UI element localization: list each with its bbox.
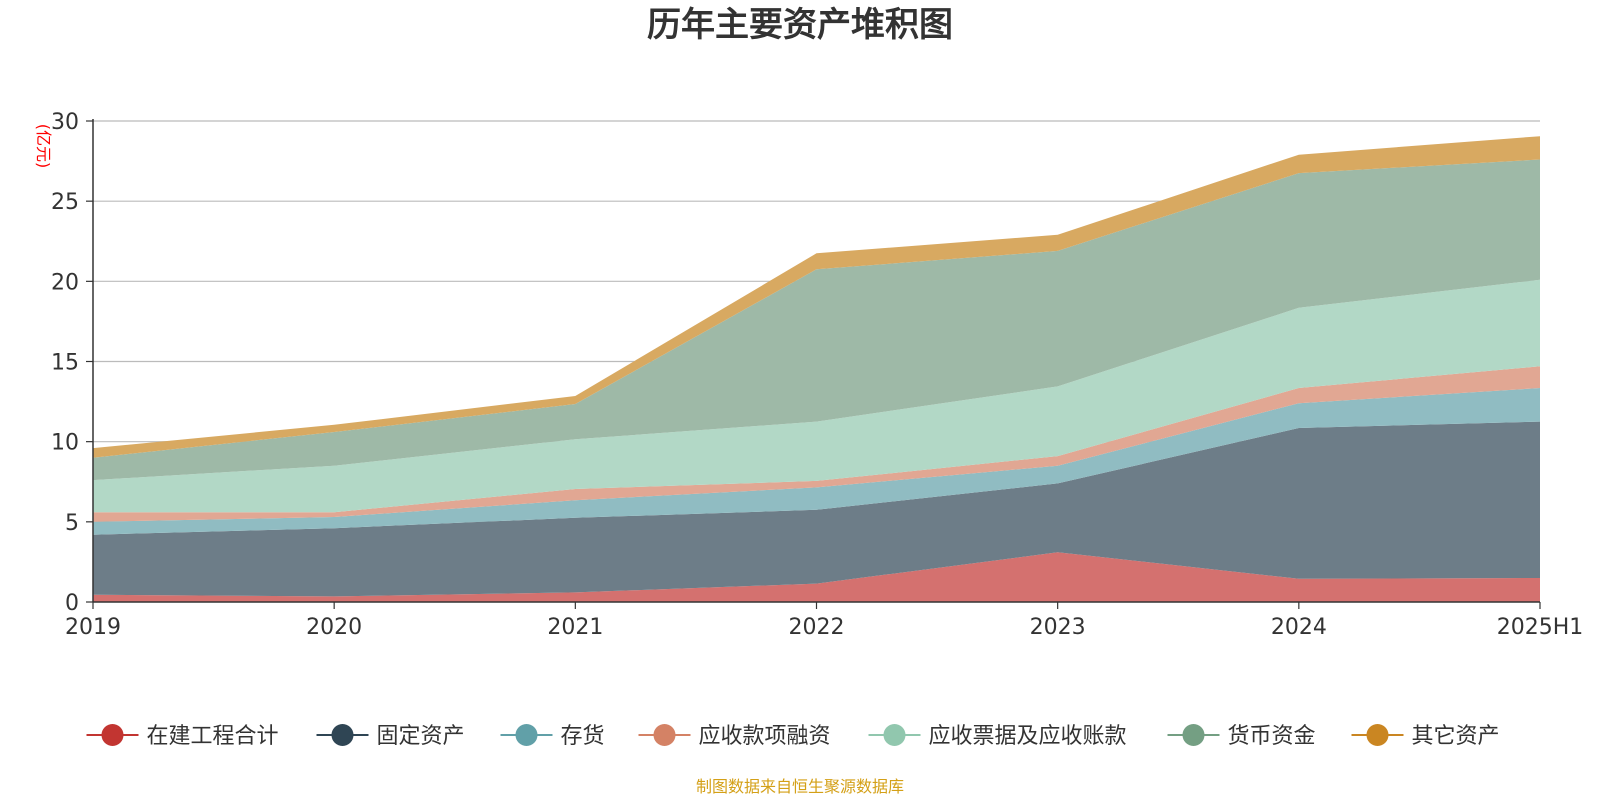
x-tick-label: 2023 [1030,615,1086,640]
y-tick-label: 15 [51,351,79,376]
data-source-note: 制图数据来自恒生聚源数据库 [696,777,904,796]
legend-label: 货币资金 [1228,724,1316,749]
area-series-4 [93,366,1540,522]
y-axis-unit-label: (亿元) [34,124,53,169]
x-tick-label: 2019 [65,615,121,640]
legend-item-6[interactable]: 货币资金 [1167,724,1316,749]
legend-item-7[interactable]: 其它资产 [1351,724,1500,749]
x-tick-label: 2020 [306,615,362,640]
y-tick-label: 25 [51,190,79,215]
legend-marker-icon [653,724,676,746]
legend-item-1[interactable]: 在建工程合计 [86,724,279,749]
y-tick-label: 0 [65,591,79,616]
legend-marker-icon [331,724,354,746]
legend-marker-icon [101,724,124,746]
area-series-2 [93,421,1540,597]
legend-item-5[interactable]: 应收票据及应收账款 [868,724,1127,749]
legend-item-3[interactable]: 存货 [500,724,605,749]
legend-marker-icon [515,724,538,746]
x-tick-label: 2022 [789,615,845,640]
legend-label: 其它资产 [1412,724,1500,749]
x-tick-label: 2025H1 [1497,615,1584,640]
axes: 0 5 10 15 20 25 30 2019 2020 2021 2022 2023 2024 2025… [51,110,1583,640]
y-tick-label: 20 [51,270,79,295]
y-tick-label: 5 [65,511,79,536]
legend-marker-icon [883,724,906,746]
legend-label: 固定资产 [377,724,465,749]
legend-label: 在建工程合计 [147,724,279,749]
area-series-1 [93,552,1540,602]
area-series-3 [93,388,1540,535]
legend-label: 存货 [561,724,605,749]
area-series-6 [93,159,1540,481]
area-series-5 [93,279,1540,513]
series-areas [93,136,1540,602]
legend-label: 应收款项融资 [699,724,831,749]
x-tick-label: 2021 [547,615,603,640]
chart-title: 历年主要资产堆积图 [647,5,953,45]
x-tick-label: 2024 [1271,615,1327,640]
legend-marker-icon [1366,724,1389,746]
legend: 在建工程合计 固定资产 存货 应收款项融资 应收票据及应收账款 货币资金 其它资产 [86,724,1500,749]
y-tick-label: 10 [51,431,79,456]
y-tick-label: 30 [51,110,79,135]
legend-item-4[interactable]: 应收款项融资 [638,724,831,749]
legend-item-2[interactable]: 固定资产 [316,724,465,749]
legend-marker-icon [1182,724,1205,746]
legend-label: 应收票据及应收账款 [929,724,1127,749]
